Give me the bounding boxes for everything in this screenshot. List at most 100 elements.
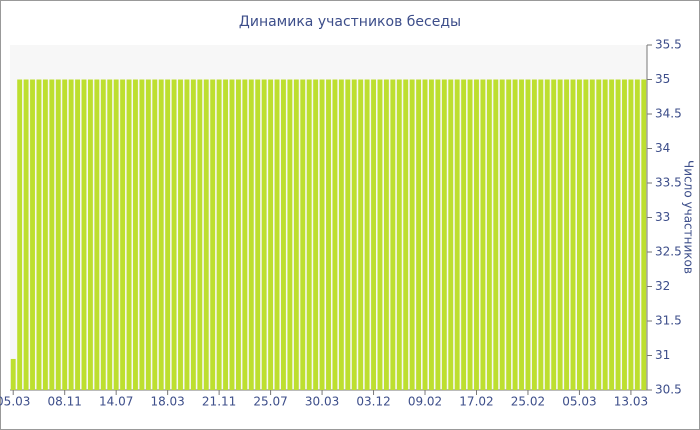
bar bbox=[306, 79, 312, 390]
bar bbox=[210, 79, 216, 390]
bar bbox=[531, 79, 537, 390]
bar bbox=[190, 79, 196, 390]
bar bbox=[570, 79, 576, 390]
bar bbox=[467, 79, 473, 390]
bar bbox=[435, 79, 441, 390]
bar bbox=[615, 79, 621, 390]
bar bbox=[107, 79, 113, 390]
bar bbox=[628, 79, 634, 390]
bar bbox=[248, 79, 254, 390]
bar bbox=[589, 79, 595, 390]
bar bbox=[235, 79, 241, 390]
y-tick-label: 33.5 bbox=[655, 176, 682, 190]
x-tick-label: 25.02 bbox=[511, 395, 545, 409]
x-tick-label: 08.11 bbox=[48, 395, 82, 409]
bar bbox=[178, 79, 183, 390]
bar bbox=[583, 79, 589, 390]
bar bbox=[36, 79, 42, 390]
bar bbox=[261, 79, 267, 390]
bar bbox=[42, 79, 48, 390]
bar bbox=[152, 79, 158, 390]
bar bbox=[287, 79, 293, 390]
bar bbox=[602, 79, 608, 390]
bar bbox=[338, 79, 344, 390]
bar bbox=[293, 79, 299, 390]
bar bbox=[229, 79, 235, 390]
bar bbox=[596, 79, 602, 390]
bar bbox=[345, 79, 351, 390]
bar bbox=[409, 79, 415, 390]
x-tick-label: 14.07 bbox=[99, 395, 133, 409]
bar bbox=[145, 79, 151, 390]
bar bbox=[371, 79, 376, 390]
bar bbox=[55, 79, 61, 390]
bar bbox=[486, 79, 492, 390]
x-tick-label: 25.07 bbox=[253, 395, 287, 409]
bar bbox=[351, 79, 357, 390]
bar bbox=[564, 79, 570, 390]
bar bbox=[364, 79, 370, 390]
bar bbox=[113, 79, 119, 390]
bar bbox=[358, 79, 364, 390]
bar bbox=[216, 79, 222, 390]
bar bbox=[165, 79, 171, 390]
bar bbox=[184, 79, 190, 390]
y-tick-label: 30.5 bbox=[655, 383, 682, 397]
bar bbox=[49, 79, 55, 390]
bar bbox=[332, 79, 338, 390]
bar bbox=[171, 79, 177, 390]
bar bbox=[506, 79, 512, 390]
bar bbox=[622, 79, 627, 390]
bar bbox=[17, 79, 23, 390]
bar bbox=[525, 79, 531, 390]
bar bbox=[319, 79, 325, 390]
bar bbox=[480, 79, 486, 390]
y-tick-label: 31 bbox=[655, 348, 670, 362]
bar bbox=[383, 79, 389, 390]
bar bbox=[268, 79, 274, 390]
bar bbox=[203, 79, 209, 390]
bar bbox=[512, 79, 518, 390]
x-tick-label: 03.12 bbox=[356, 395, 390, 409]
bar bbox=[197, 79, 203, 390]
bar bbox=[30, 79, 35, 390]
bar bbox=[544, 79, 550, 390]
bar bbox=[133, 79, 138, 390]
bar bbox=[416, 79, 422, 390]
x-tick-label: 30.03 bbox=[305, 395, 339, 409]
y-tick-label: 34.5 bbox=[655, 107, 682, 121]
bar bbox=[300, 79, 306, 390]
bar bbox=[641, 79, 647, 390]
bar bbox=[499, 79, 505, 390]
bar bbox=[158, 79, 164, 390]
bar bbox=[461, 79, 467, 390]
bar bbox=[281, 79, 286, 390]
bar bbox=[474, 79, 479, 390]
bar bbox=[255, 79, 261, 390]
bar bbox=[634, 79, 640, 390]
bar bbox=[448, 79, 454, 390]
x-tick-label: 09.02 bbox=[408, 395, 442, 409]
bar bbox=[242, 79, 248, 390]
y-tick-label: 33 bbox=[655, 210, 670, 224]
x-tick-label: 21.11 bbox=[202, 395, 236, 409]
bar bbox=[519, 79, 524, 390]
bar bbox=[493, 79, 499, 390]
y-tick-label: 32.5 bbox=[655, 245, 682, 259]
x-tick-label: 05.03 bbox=[562, 395, 596, 409]
bar bbox=[441, 79, 447, 390]
bar bbox=[396, 79, 402, 390]
bar bbox=[68, 79, 74, 390]
bar bbox=[454, 79, 460, 390]
bar bbox=[326, 79, 331, 390]
bar bbox=[120, 79, 126, 390]
bar bbox=[313, 79, 319, 390]
bar bbox=[94, 79, 100, 390]
bar bbox=[576, 79, 582, 390]
bar bbox=[422, 79, 428, 390]
bar bbox=[23, 79, 29, 390]
y-tick-label: 31.5 bbox=[655, 314, 682, 328]
x-tick-label: 05.03 bbox=[0, 395, 30, 409]
bar bbox=[62, 79, 68, 390]
